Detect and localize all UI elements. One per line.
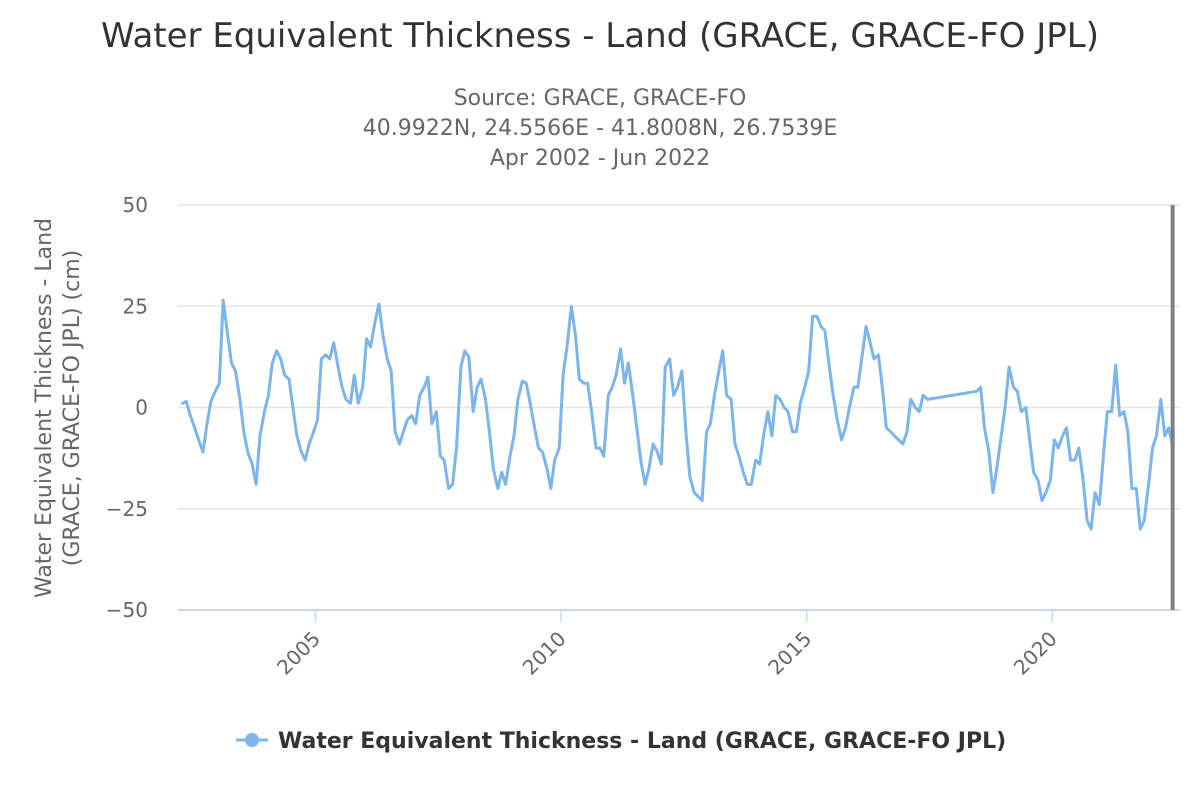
grid-lines [178,204,1180,510]
chart-subtitle-line-3: Apr 2002 - Jun 2022 [490,146,710,171]
chart-title: Water Equivalent Thickness - Land (GRACE… [101,16,1099,56]
y-axis-title-line-1: Water Equivalent Thickness - Land [32,218,57,598]
series-group [180,298,1175,531]
series-line-0[interactable] [180,298,1175,531]
y-tick-label-1: 25 [123,294,148,318]
y-axis-title: Water Equivalent Thickness - Land (GRACE… [32,218,85,598]
y-tick-label-3: −25 [106,497,148,521]
y-tick-label-2: 0 [135,396,148,420]
legend-dot-marker [245,733,259,747]
y-axis-ticks: 50 25 0 −25 −50 [106,193,148,622]
y-tick-label-4: −50 [106,598,148,622]
legend[interactable]: Water Equivalent Thickness - Land (GRACE… [236,729,1006,754]
chart-subtitle-line-1: Source: GRACE, GRACE-FO [454,86,747,111]
legend-item-label[interactable]: Water Equivalent Thickness - Land (GRACE… [278,729,1006,754]
y-tick-label-0: 50 [123,193,148,217]
y-axis-title-line-2: (GRACE, GRACE-FO JPL) (cm) [60,250,85,567]
chart-subtitle-line-2: 40.9922N, 24.5566E - 41.8008N, 26.7539E [363,116,838,141]
